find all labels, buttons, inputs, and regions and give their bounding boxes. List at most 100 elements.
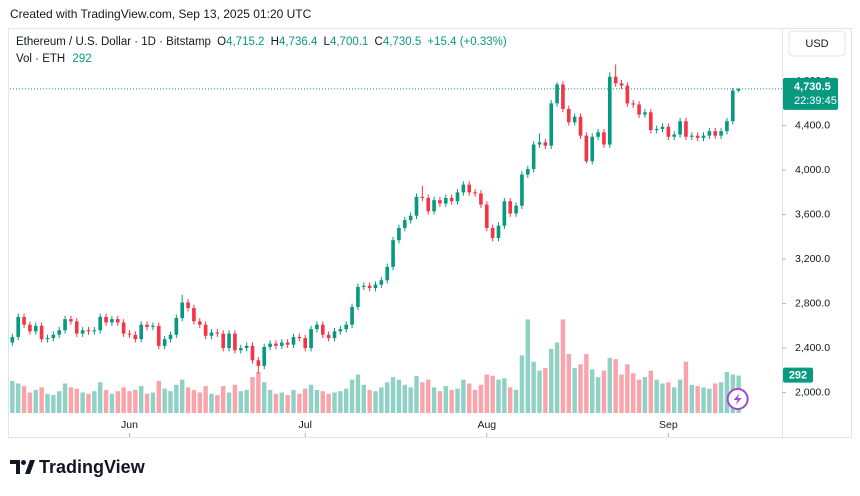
currency[interactable]: USD [805, 38, 828, 50]
volume-bar [666, 382, 671, 413]
volume-bar [86, 393, 91, 413]
candle-body [274, 343, 278, 346]
volume-bar [244, 389, 249, 413]
candle-body [549, 103, 554, 146]
volume-bar [273, 393, 279, 413]
volume-bar [226, 392, 232, 413]
candle-body [566, 108, 571, 123]
candle-body [309, 329, 313, 349]
candle-body [215, 332, 220, 334]
candle-body [584, 135, 589, 162]
y-tick-label: 2,800.0 [795, 297, 830, 309]
candle-body [373, 284, 378, 289]
volume-bar [425, 379, 431, 413]
candle-body [367, 285, 372, 289]
candle-body [320, 324, 325, 335]
y-tick-label: 3,200.0 [795, 253, 830, 265]
y-tick-label: 2,400.0 [795, 342, 830, 354]
candle-body [338, 329, 343, 332]
volume-bar [127, 391, 132, 413]
volume-bar [297, 393, 302, 413]
volume-bar [162, 388, 167, 413]
candle-body [45, 338, 50, 340]
candle-body [689, 135, 694, 137]
volume-bar [396, 379, 402, 413]
volume-bar [496, 379, 501, 413]
volume-bar [133, 389, 138, 413]
candle-body [279, 342, 284, 346]
volume-bar [21, 386, 27, 413]
plot: 2,000.0 2,400.0 2,800.0 3,200.0 3,600.0 4,000… [10, 64, 838, 437]
volume-bar [138, 386, 144, 413]
volume-last: 292 [72, 53, 91, 65]
candle-body [473, 192, 477, 194]
volume-bar [384, 382, 390, 413]
volume-bar [724, 371, 730, 413]
candle-body [104, 316, 108, 323]
volume-bar [379, 387, 384, 413]
candle-body [531, 144, 536, 170]
volume-bar [689, 384, 695, 413]
currency-button[interactable] [788, 30, 846, 57]
candle-body [203, 324, 208, 336]
volume-bar [103, 389, 109, 413]
candle-body [16, 316, 21, 337]
volume-bar [285, 395, 290, 413]
volume-bar [349, 379, 355, 413]
candle-body [244, 345, 249, 349]
volume-bar [672, 387, 677, 413]
candle-body [654, 128, 659, 131]
candle-body [86, 330, 91, 332]
candle-body [701, 135, 706, 138]
candle-body [262, 346, 267, 366]
volume-bar [197, 392, 202, 413]
candle-body [74, 321, 79, 334]
candle-body [174, 318, 179, 335]
volume-bar [718, 382, 724, 413]
candle-body [420, 196, 425, 198]
candle-body [291, 336, 296, 345]
volume-badge-label: 292 [789, 369, 807, 381]
volume-bar [326, 393, 331, 413]
candle-body [63, 319, 67, 331]
volume-bar [701, 387, 706, 413]
candle-body [637, 104, 641, 115]
volume-bar [467, 383, 472, 413]
candle-body [426, 197, 431, 212]
volume-bar [45, 393, 50, 413]
volume-bar [191, 389, 197, 413]
ohlc-key: H [271, 36, 279, 48]
volume-bar [168, 391, 173, 413]
candle-body [139, 324, 144, 340]
candle-body [350, 306, 354, 325]
candle-body [385, 266, 390, 281]
volume-bar [109, 393, 115, 413]
volume-bar [566, 354, 572, 413]
ohlc-value: 4,715.2 [226, 36, 264, 48]
volume-bar [543, 368, 548, 413]
volume-bar [343, 388, 349, 413]
volume-bar [431, 387, 437, 413]
volume-bar [302, 388, 308, 413]
candle-body [391, 240, 395, 267]
alert-icon[interactable] [726, 388, 749, 410]
volume-bar [279, 392, 284, 413]
candle-body [555, 84, 559, 104]
volume-bar [291, 389, 296, 413]
volume-bar [619, 374, 624, 413]
candle-body [121, 322, 126, 334]
volume-bar [27, 392, 33, 413]
volume-bar [51, 395, 56, 413]
ohlc-value: 4,730.5 [383, 36, 421, 48]
candle-body [736, 88, 741, 91]
x-tick-label: Jul [298, 419, 311, 431]
volume-bar [332, 392, 337, 413]
volume-bar [478, 384, 484, 413]
candle-body [238, 348, 243, 351]
volume-bar [261, 382, 267, 413]
candle-body [127, 333, 132, 335]
candle-body [180, 302, 185, 319]
candle-body [115, 319, 120, 323]
candle-body [379, 280, 384, 285]
